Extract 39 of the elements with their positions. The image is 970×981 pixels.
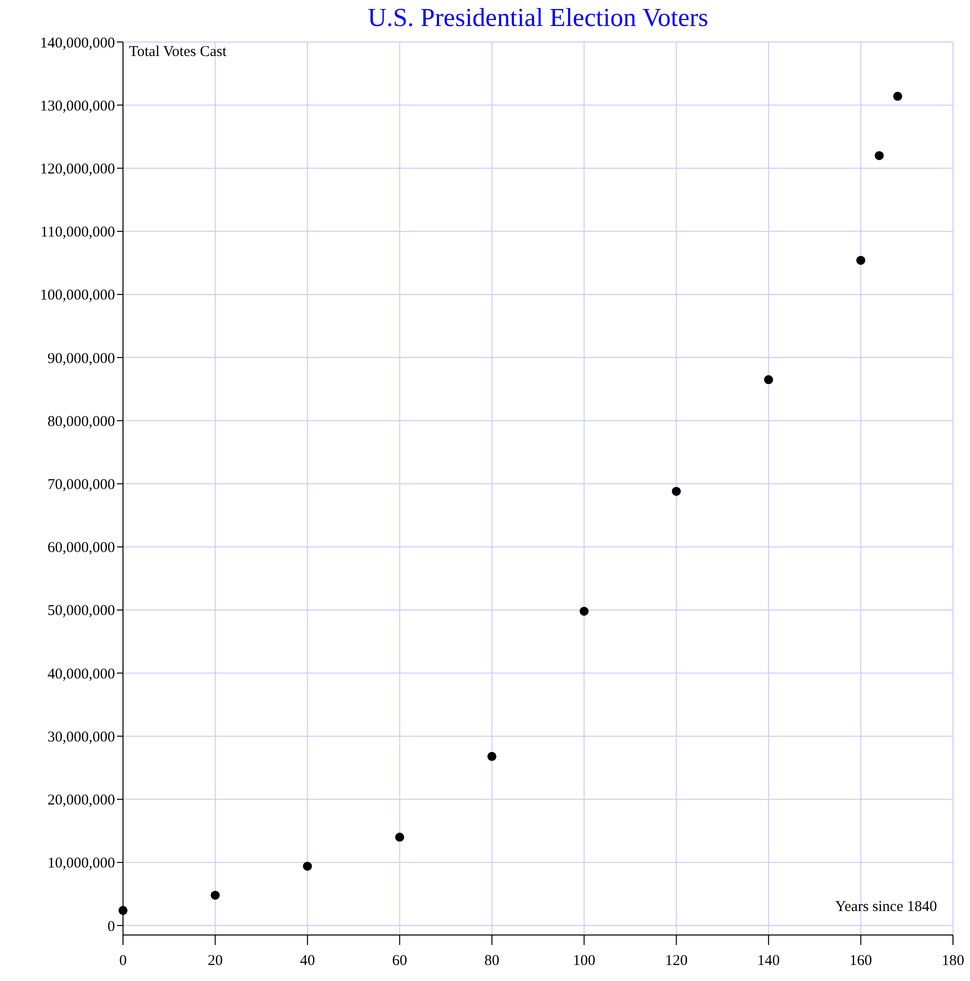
point (856, 256, 866, 265)
x-tick-label: 80 (484, 953, 500, 969)
x-tick-label: 140 (757, 953, 780, 969)
point (893, 92, 902, 101)
x-tick-label: 40 (300, 953, 315, 969)
x-tick-label: 0 (119, 953, 127, 969)
point (487, 752, 496, 761)
y-tick-label: 70,000,000 (48, 477, 115, 494)
y-tick-label: 140,000,000 (40, 35, 115, 52)
point (580, 606, 589, 616)
point (302, 862, 312, 871)
point (210, 890, 220, 900)
x-axis-title: Years since 1840 (835, 899, 937, 915)
x-tick-label: 100 (572, 953, 596, 969)
x-tick-label: 60 (392, 953, 408, 969)
y-tick-label: 60,000,000 (48, 540, 115, 556)
y-tick-label: 100,000,000 (40, 288, 115, 304)
point (395, 832, 404, 842)
x-tick-label: 180 (942, 953, 964, 969)
y-tick-label: 50,000,000 (48, 603, 115, 620)
point (118, 906, 128, 915)
y-tick-label: 90,000,000 (48, 350, 115, 367)
y-tick-label: 0 (108, 918, 115, 935)
y-tick-label: 80,000,000 (48, 414, 115, 430)
point (672, 486, 681, 496)
point (764, 375, 774, 384)
x-tick-label: 160 (850, 953, 872, 969)
y-axis-title: Total Votes Cast (129, 44, 228, 60)
y-tick-label: 110,000,000 (40, 224, 115, 241)
y-tick-label: 10,000,000 (48, 856, 115, 872)
x-tick-label: 120 (665, 953, 688, 969)
point (874, 151, 884, 160)
y-tick-label: 40,000,000 (48, 666, 115, 682)
y-tick-label: 120,000,000 (40, 161, 115, 178)
y-tick-label: 130,000,000 (40, 98, 115, 114)
y-tick-label: 20,000,000 (48, 792, 115, 809)
y-tick-label: 30,000,000 (48, 729, 115, 746)
x-tick-label: 20 (208, 953, 223, 969)
chart-title: U.S. Presidential Election Voters (368, 3, 708, 32)
